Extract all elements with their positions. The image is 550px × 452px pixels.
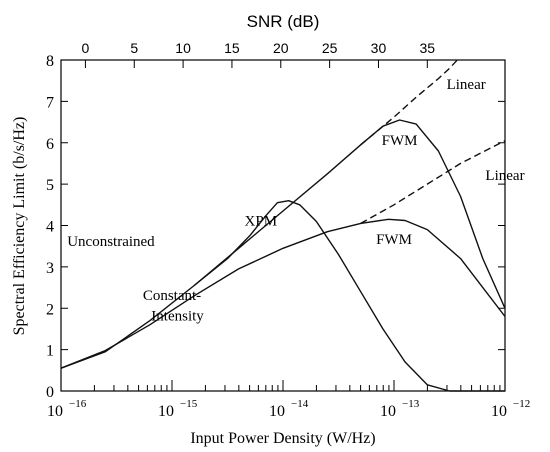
snr-tick-label: 25	[322, 40, 338, 56]
top-axis-label: SNR (dB)	[247, 12, 320, 31]
series-line-5	[193, 200, 505, 392]
annotation-label: FWM	[376, 232, 412, 248]
series-line-4	[360, 140, 506, 225]
tick-labels: 0 1 2 3 4 5 6 7 8 0 5 10 15 20 25 30 35 10 −16 10 −15 10 −14 10…	[46, 40, 530, 420]
snr-tick-label: 10	[175, 40, 191, 56]
plot-frame	[60, 59, 506, 392]
x-tick-label-exponent: −14	[291, 398, 309, 410]
x-tick-label-exponent: −15	[180, 398, 198, 410]
snr-tick-label: 5	[130, 40, 138, 56]
x-tick-label: 10	[269, 403, 285, 420]
axis-ticks	[60, 59, 505, 392]
snr-tick-label: 20	[273, 40, 289, 56]
annotation-label: Linear	[447, 77, 486, 93]
snr-tick-label: 30	[371, 40, 387, 56]
annotation-label: Linear	[485, 168, 524, 184]
series-line-2	[360, 59, 458, 146]
x-tick-label: 10	[380, 403, 396, 420]
y-tick-label: 1	[46, 343, 54, 360]
y-tick-label: 2	[46, 301, 54, 318]
y-axis-label: Spectral Efficiency Limit (b/s/Hz)	[11, 117, 28, 336]
x-tick-label: 10	[158, 403, 174, 420]
annotations: Linear FWM Linear XPM FWM Unconstrained Consta…	[67, 77, 524, 325]
x-tick-label-exponent: −16	[69, 398, 87, 410]
y-tick-label: 8	[46, 53, 54, 70]
x-axis-label: Input Power Density (W/Hz)	[190, 430, 375, 447]
x-tick-label-exponent: −12	[513, 398, 530, 410]
annotation-label: Unconstrained	[67, 234, 155, 250]
series-line-3	[60, 218, 506, 369]
annotation-label: FWM	[382, 133, 418, 149]
x-tick-label: 10	[491, 403, 507, 420]
x-tick-label-exponent: −13	[402, 398, 420, 410]
y-tick-label: 3	[46, 260, 54, 277]
x-tick-label: 10	[47, 403, 63, 420]
series-group	[60, 59, 506, 392]
y-tick-label: 5	[46, 177, 54, 194]
snr-tick-label: 35	[420, 40, 436, 56]
annotation-label: XPM	[245, 214, 278, 230]
y-tick-label: 6	[46, 136, 54, 153]
y-tick-label: 4	[46, 219, 54, 236]
annotation-label: Constant-	[143, 288, 201, 304]
y-tick-label: 7	[46, 94, 54, 111]
annotation-label: Intensity	[151, 309, 204, 325]
snr-tick-label: 15	[224, 40, 240, 56]
snr-tick-label: 0	[82, 40, 90, 56]
y-tick-label: 0	[46, 384, 54, 401]
